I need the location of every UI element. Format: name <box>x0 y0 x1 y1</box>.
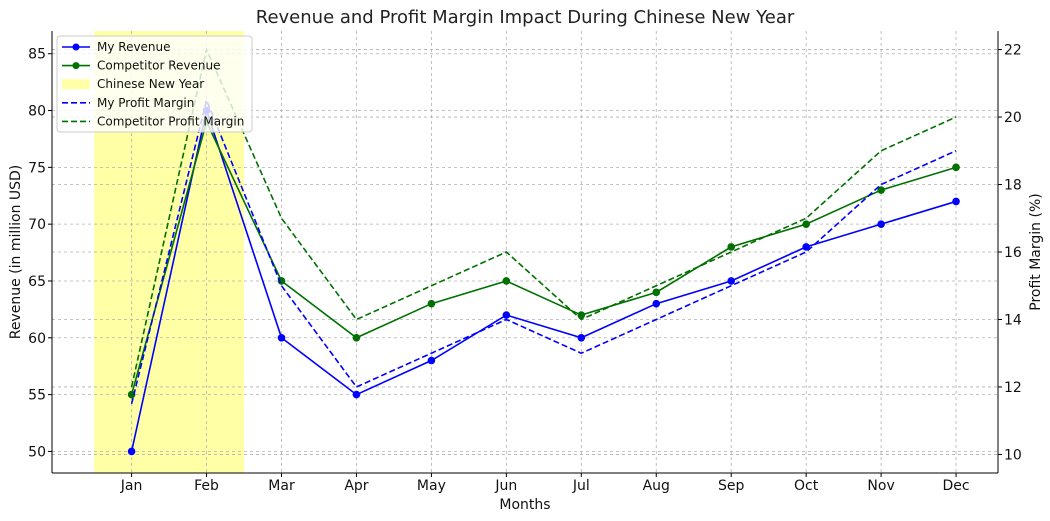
data-point-competitor-revenue <box>502 277 511 285</box>
legend-label-competitor-profit-margin: Competitor Profit Margin <box>97 114 244 128</box>
data-point-competitor-revenue <box>727 243 735 251</box>
legend-label-chinese-new-year: Chinese New Year <box>97 77 204 91</box>
chart-title: Revenue and Profit Margin Impact During … <box>256 7 795 28</box>
y-tick-label: 75 <box>28 160 46 176</box>
data-point-my-revenue <box>877 220 885 228</box>
legend: My Revenue Competitor Revenue Chinese New … <box>56 35 253 133</box>
y2-axis-label: Profit Margin (%) <box>1028 193 1044 310</box>
legend-label-competitor-revenue: Competitor Revenue <box>97 59 221 73</box>
data-point-my-revenue <box>802 243 810 251</box>
y2-tick-label: 22 <box>1004 43 1022 59</box>
y-tick-label: 60 <box>28 331 46 347</box>
data-point-competitor-revenue <box>802 220 810 228</box>
data-point-my-revenue <box>577 333 586 342</box>
y2-tick-label: 14 <box>1004 312 1022 328</box>
y-tick-label: 55 <box>28 388 46 404</box>
series-line-competitor-profit-margin <box>130 47 957 388</box>
grid-lines <box>52 31 998 473</box>
x-tick-label: Jul <box>572 478 590 494</box>
legend-marker-competitor-revenue <box>72 62 80 70</box>
data-point-competitor-revenue <box>877 186 885 194</box>
x-tick-label: Sep <box>718 478 745 494</box>
x-tick-label: Oct <box>794 478 819 494</box>
data-point-competitor-revenue <box>352 333 361 342</box>
series-line-my-revenue <box>130 107 957 452</box>
y-axis-label: Revenue (in million USD) <box>8 165 24 340</box>
x-tick-label: Jun <box>494 478 517 494</box>
data-point-competitor-revenue <box>952 163 960 172</box>
series-line-my-profit-margin <box>130 97 957 405</box>
data-point-my-revenue <box>427 356 436 365</box>
data-point-my-revenue <box>127 447 136 456</box>
data-point-competitor-revenue <box>652 288 661 297</box>
y2-tick-label: 18 <box>1004 178 1022 194</box>
data-point-competitor-revenue <box>127 390 136 399</box>
x-tick-label: Mar <box>268 478 295 494</box>
y-tick-label: 80 <box>28 104 46 120</box>
data-point-competitor-revenue <box>427 299 436 308</box>
x-axis-label: Months <box>499 497 550 513</box>
x-tick-label: Dec <box>943 478 970 494</box>
x-tick-label: May <box>417 478 446 494</box>
data-point-my-revenue <box>652 299 661 308</box>
legend-box <box>56 35 253 133</box>
data-point-my-revenue <box>727 277 735 285</box>
y-tick-label: 50 <box>28 444 46 460</box>
data-point-my-revenue <box>952 197 960 206</box>
y2-tick-label: 10 <box>1004 447 1022 463</box>
legend-marker-my-revenue <box>72 43 80 51</box>
x-tick-label: Nov <box>867 478 894 494</box>
data-point-my-revenue <box>277 333 286 342</box>
y-tick-label: 65 <box>28 274 46 290</box>
legend-label-my-profit-margin: My Profit Margin <box>97 96 194 110</box>
data-point-my-revenue <box>352 390 361 399</box>
y2-tick-label: 16 <box>1004 245 1022 261</box>
x-tick-label: Aug <box>643 478 670 494</box>
legend-label-my-revenue: My Revenue <box>97 40 171 54</box>
x-tick-label: Jan <box>120 478 143 494</box>
y2-tick-label: 12 <box>1004 380 1022 396</box>
legend-swatch-chinese-new-year <box>62 79 90 90</box>
y-tick-label: 85 <box>28 47 46 63</box>
x-tick-label: Apr <box>344 478 368 494</box>
y-tick-label: 70 <box>28 217 46 233</box>
y2-tick-label: 20 <box>1004 110 1022 126</box>
x-tick-label: Feb <box>194 478 219 494</box>
data-point-my-revenue <box>502 311 511 319</box>
